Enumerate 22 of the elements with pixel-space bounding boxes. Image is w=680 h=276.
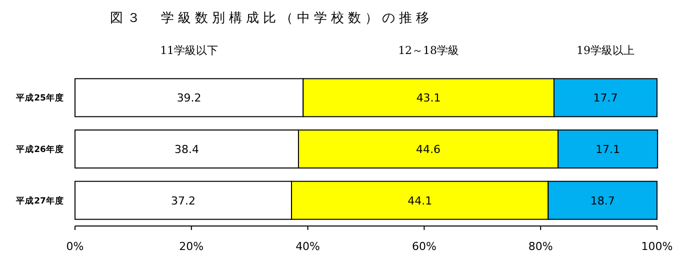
y-tick-label: 平成25年度 [15, 92, 64, 104]
y-tick-label: 平成26年度 [15, 144, 64, 155]
series-label: 19学級以上 [576, 44, 634, 57]
data-label: 17.7 [593, 92, 618, 105]
data-label: 17.1 [596, 143, 620, 156]
data-label: 38.4 [174, 143, 199, 156]
data-label: 44.6 [416, 143, 441, 156]
x-tick-label: 100% [641, 240, 673, 253]
x-tick-label: 0% [66, 240, 84, 253]
y-tick-label: 平成27年度 [15, 195, 64, 206]
series-label: 11学級以下 [160, 44, 218, 57]
series-label: 12～18学級 [398, 44, 460, 57]
x-tick-label: 80% [528, 240, 553, 253]
data-label: 37.2 [171, 194, 196, 208]
x-tick-label: 20% [179, 240, 204, 253]
data-label: 43.1 [416, 92, 441, 105]
x-tick-label: 40% [296, 240, 320, 253]
data-label: 39.2 [176, 92, 202, 105]
chart-title: 図３ 学級数別構成比（中学校数）の推移 [110, 11, 433, 26]
data-label: 44.1 [408, 194, 432, 208]
data-label: 18.7 [590, 194, 615, 208]
x-tick-label: 60% [412, 240, 436, 253]
